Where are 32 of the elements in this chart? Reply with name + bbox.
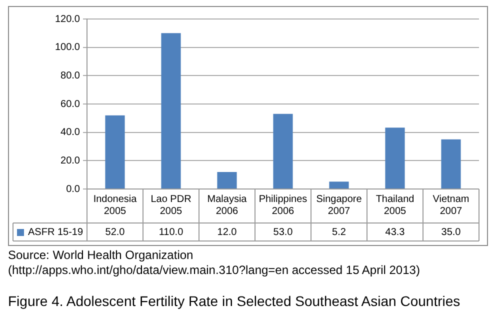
bar <box>273 114 293 188</box>
bar <box>217 172 237 188</box>
x-tick-label: Singapore 2007 <box>316 194 362 217</box>
x-tick-label: Philippines 2006 <box>258 194 308 217</box>
bar <box>385 128 405 188</box>
data-label: 35.0 <box>441 226 462 238</box>
x-tick-label: Thailand 2005 <box>376 194 414 217</box>
y-tick-label: 120.0 <box>54 14 80 25</box>
data-label: 53.0 <box>273 226 294 238</box>
bar <box>329 182 349 188</box>
data-label: 43.3 <box>385 226 406 238</box>
bar <box>441 139 461 188</box>
x-tick-label: Lao PDR 2005 <box>150 194 192 217</box>
data-label: 12.0 <box>217 226 238 238</box>
y-tick-label: 80.0 <box>60 70 80 82</box>
data-label: 52.0 <box>105 226 126 238</box>
y-tick-label: 60.0 <box>60 98 80 110</box>
bar <box>161 33 181 188</box>
text: Figure 4. Adolescent Fertility Rate in Selected Southeast Asian Countries <box>8 292 462 310</box>
source-note: Source: World Health Organization <box>8 248 194 263</box>
y-tick-label: 20.0 <box>60 155 80 166</box>
y-tick-label: 100.0 <box>54 42 80 54</box>
x-tick-label: Indonesia 2005 <box>93 194 138 217</box>
legend-label: ASFR 15-19 <box>28 226 84 238</box>
x-tick-label: Vietnam 2007 <box>432 194 470 217</box>
x-tick-label: Malaysia 2006 <box>207 194 248 217</box>
data-label: 5.2 <box>332 226 346 238</box>
bar <box>105 115 125 188</box>
data-label: 110.0 <box>158 226 184 238</box>
text: (http://apps.who.int/gho/data/view.main.310?lang=en accessed 15 April 2013) <box>8 263 420 278</box>
y-tick-label: 40.0 <box>60 127 80 138</box>
y-tick-label: 0.0 <box>66 184 80 195</box>
